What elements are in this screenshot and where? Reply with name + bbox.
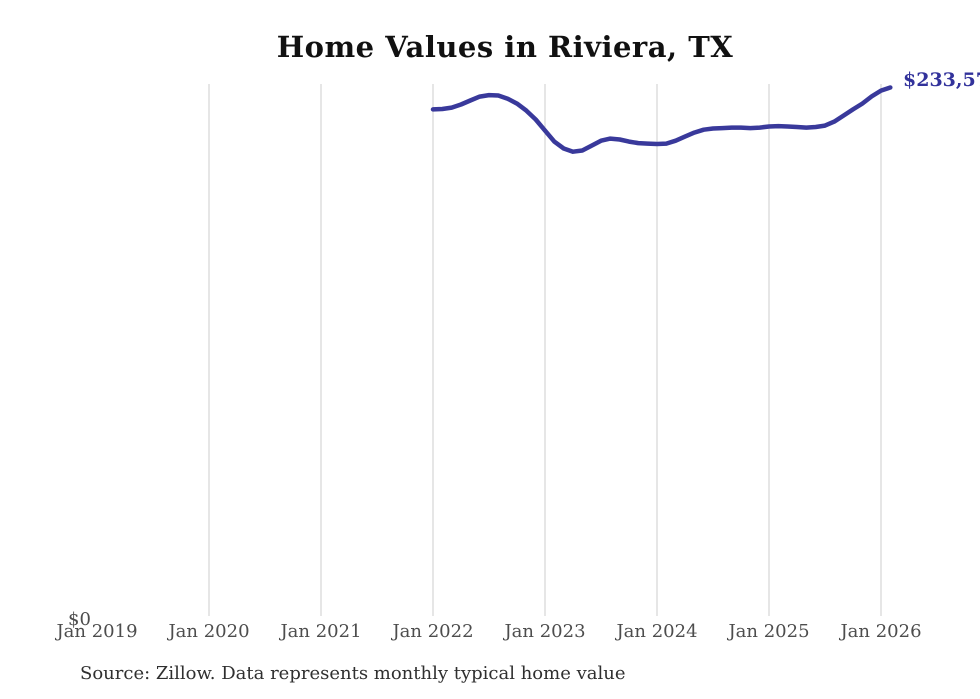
x-tick-label-jan-2020: Jan 2020 (168, 621, 250, 642)
x-tick-label-jan-2026: Jan 2026 (840, 621, 922, 642)
source-note: Source: Zillow. Data represents monthly … (80, 663, 626, 684)
x-tick-label-jan-2022: Jan 2022 (392, 621, 474, 642)
gridlines-group (208, 84, 882, 616)
end-value-label: $233,572 (903, 69, 980, 91)
x-tick-label-jan-2023: Jan 2023 (504, 621, 586, 642)
x-tick-label-jan-2024: Jan 2024 (616, 621, 698, 642)
y-axis-zero-label: $0 (68, 609, 91, 630)
home-value-line (430, 85, 893, 154)
page-title: Home Values in Riviera, TX (276, 30, 734, 64)
x-tick-label-jan-2025: Jan 2025 (728, 621, 810, 642)
x-tick-label-jan-2019: Jan 2019 (56, 621, 138, 642)
x-tick-label-jan-2021: Jan 2021 (280, 621, 362, 642)
